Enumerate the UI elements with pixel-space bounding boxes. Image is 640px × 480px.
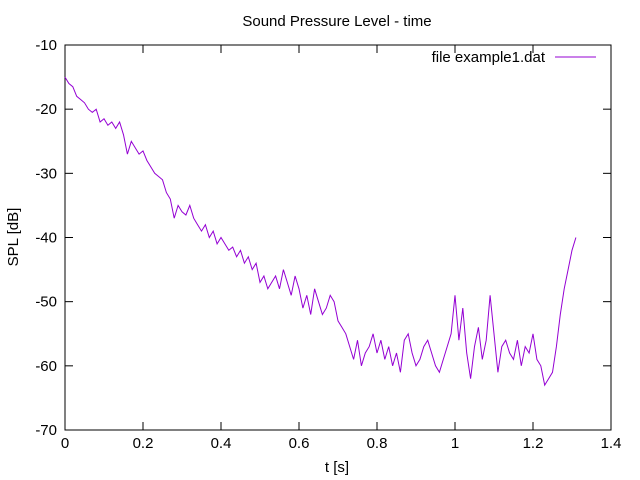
x-tick-label: 0.2 [133,435,154,452]
legend: file example1.dat [432,49,596,66]
x-axis-label: t [s] [325,459,349,476]
x-tick-label: 0.4 [211,435,232,452]
y-tick-label: -30 [35,165,57,182]
x-tick-label: 0.6 [289,435,310,452]
y-tick-label: -60 [35,358,57,375]
legend-label: file example1.dat [432,49,546,66]
plot-frame [64,44,612,431]
y-tick-label: -20 [35,101,57,118]
x-tick-label: 1 [451,435,459,452]
y-tick-label: -70 [35,422,57,439]
x-tick-label: 0 [61,435,69,452]
x-tick-label: 0.8 [367,435,388,452]
chart-title: Sound Pressure Level - time [242,13,431,30]
y-tick-label: -50 [35,294,57,311]
x-tick-label: 1.2 [523,435,544,452]
y-tick-label: -10 [35,37,57,54]
x-tick-label: 1.4 [601,435,622,452]
plot-area: 0 0.2 0.4 0.6 0.8 1 1.2 1.4 -10 -20 -30 -40 -50 -60 -7… [35,37,621,452]
y-axis-label: SPL [dB] [5,208,22,267]
series-line [64,76,577,387]
y-tick-label: -40 [35,230,57,247]
